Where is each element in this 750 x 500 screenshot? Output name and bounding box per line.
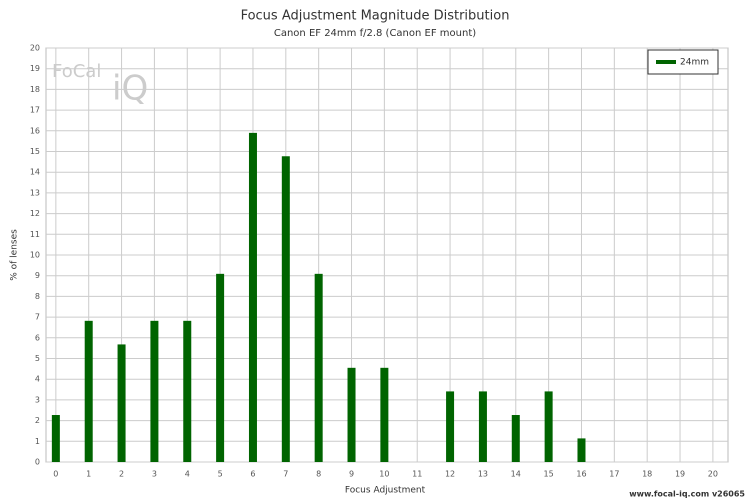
bar bbox=[544, 391, 553, 462]
x-tick-label: 5 bbox=[218, 470, 223, 479]
x-tick-label: 14 bbox=[511, 470, 521, 479]
x-tick-label: 2 bbox=[119, 470, 124, 479]
y-tick-label: 7 bbox=[35, 313, 40, 322]
y-axis-label: % of lenses bbox=[10, 229, 20, 281]
y-tick-label: 0 bbox=[35, 458, 40, 467]
x-tick-label: 10 bbox=[379, 470, 389, 479]
y-tick-label: 19 bbox=[30, 64, 40, 73]
bar bbox=[216, 273, 225, 462]
chart-title: Focus Adjustment Magnitude Distribution bbox=[241, 9, 510, 24]
bar bbox=[51, 415, 60, 462]
bar bbox=[314, 273, 323, 462]
x-tick-label: 1 bbox=[86, 470, 91, 479]
chart-subtitle: Canon EF 24mm f/2.8 (Canon EF mount) bbox=[274, 28, 476, 39]
bar bbox=[150, 320, 159, 462]
y-tick-label: 12 bbox=[30, 209, 40, 218]
y-tick-label: 8 bbox=[35, 292, 40, 301]
bar bbox=[478, 391, 487, 462]
y-tick-label: 1 bbox=[35, 437, 40, 446]
x-tick-label: 13 bbox=[478, 470, 488, 479]
x-tick-label: 18 bbox=[642, 470, 652, 479]
x-axis-label: Focus Adjustment bbox=[345, 486, 426, 496]
watermark: iQ bbox=[112, 69, 148, 109]
bar bbox=[511, 415, 520, 462]
legend-label: 24mm bbox=[680, 58, 709, 68]
x-tick-label: 11 bbox=[412, 470, 422, 479]
x-tick-label: 9 bbox=[349, 470, 354, 479]
x-tick-label: 16 bbox=[576, 470, 586, 479]
bar bbox=[281, 156, 290, 463]
x-tick-label: 19 bbox=[675, 470, 685, 479]
y-tick-label: 14 bbox=[30, 168, 40, 177]
bar bbox=[183, 320, 192, 462]
bar bbox=[248, 132, 257, 462]
watermark: FoCal bbox=[52, 61, 101, 82]
bar bbox=[117, 344, 126, 462]
x-tick-label: 4 bbox=[185, 470, 190, 479]
x-tick-label: 12 bbox=[445, 470, 455, 479]
y-tick-label: 18 bbox=[30, 85, 40, 94]
y-tick-label: 3 bbox=[35, 395, 40, 404]
bar bbox=[446, 391, 455, 462]
y-tick-label: 5 bbox=[35, 354, 40, 363]
y-tick-label: 16 bbox=[30, 126, 40, 135]
x-tick-label: 8 bbox=[316, 470, 321, 479]
y-tick-label: 10 bbox=[30, 251, 40, 260]
bar bbox=[347, 367, 356, 462]
y-tick-label: 2 bbox=[35, 416, 40, 425]
y-tick-label: 11 bbox=[30, 230, 40, 239]
y-tick-label: 20 bbox=[30, 44, 40, 53]
bar bbox=[380, 367, 389, 462]
bar bbox=[84, 320, 93, 462]
x-tick-label: 3 bbox=[152, 470, 157, 479]
y-tick-label: 15 bbox=[30, 147, 40, 156]
x-tick-label: 6 bbox=[250, 470, 255, 479]
footer: www.focal-iq.com v26065 bbox=[629, 490, 745, 499]
x-tick-label: 0 bbox=[53, 470, 58, 479]
x-tick-label: 20 bbox=[708, 470, 718, 479]
y-tick-label: 9 bbox=[35, 271, 40, 280]
x-tick-label: 15 bbox=[544, 470, 554, 479]
y-tick-label: 6 bbox=[35, 333, 40, 342]
bar bbox=[577, 438, 586, 462]
y-tick-label: 13 bbox=[30, 188, 40, 197]
y-tick-label: 4 bbox=[35, 375, 40, 384]
x-tick-label: 17 bbox=[609, 470, 619, 479]
x-tick-label: 7 bbox=[283, 470, 288, 479]
y-tick-label: 17 bbox=[30, 106, 40, 115]
